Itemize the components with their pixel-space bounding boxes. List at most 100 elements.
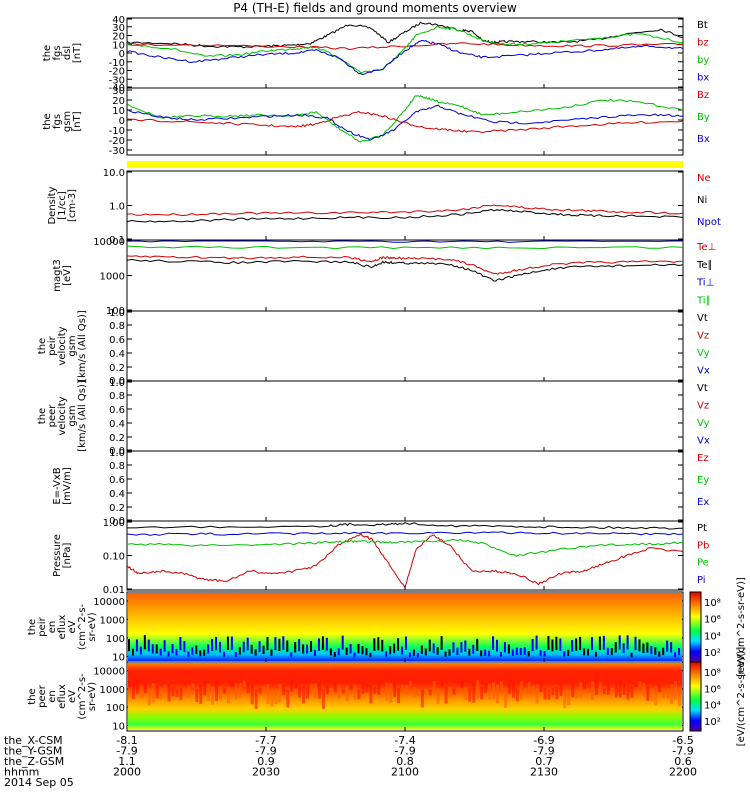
legend-entry: Vt <box>697 383 708 394</box>
spectrogram-noise <box>646 686 650 702</box>
spectrogram-noise <box>337 684 341 699</box>
spectrogram-noise <box>420 689 424 708</box>
panel-frame <box>126 239 684 312</box>
spectrogram-noise <box>147 639 150 652</box>
time-axis-value: -6.5 <box>672 734 693 747</box>
legend-entry: Pi <box>697 575 706 586</box>
spectrogram-noise <box>345 685 349 702</box>
time-axis-value: -7.9 <box>116 745 137 758</box>
spectrogram-noise <box>527 682 531 690</box>
legend-entry: Bz <box>697 90 709 101</box>
time-axis-value: -7.9 <box>255 745 276 758</box>
spectrogram-noise <box>551 687 555 696</box>
spectrogram-noise <box>456 647 459 656</box>
spectrogram-noise <box>195 645 198 655</box>
y-tick-label: 0.4 <box>109 419 125 430</box>
spectrogram-noise <box>365 648 368 656</box>
spectrogram-noise <box>274 636 277 651</box>
spectrogram-noise <box>626 635 629 650</box>
spectrogram-noise <box>555 687 559 700</box>
spectrogram-noise <box>317 638 320 651</box>
spectrogram-noise <box>242 641 245 653</box>
legend-entry: Ni <box>697 195 707 206</box>
legend-entry: Te⊥ <box>696 242 716 253</box>
spectrogram-noise <box>302 644 305 654</box>
legend-entry: Vx <box>697 436 710 447</box>
spectrogram-noise <box>543 688 547 700</box>
spectrogram-noise <box>408 652 411 658</box>
spectrogram-noise <box>606 647 609 656</box>
spectrogram-noise <box>412 649 415 656</box>
time-axis-value: 2200 <box>669 766 697 779</box>
time-axis-value: 0.8 <box>396 755 414 768</box>
spectrogram-noise <box>207 683 211 702</box>
spectrogram-noise <box>389 646 392 655</box>
spectrogram-noise <box>333 652 336 657</box>
spectrogram-noise <box>175 648 178 656</box>
spectrogram-noise <box>357 643 360 654</box>
colorbar <box>689 661 702 732</box>
spectrogram-noise <box>602 688 606 694</box>
y-tick-label: 0.0 <box>109 516 125 527</box>
spectrogram-noise <box>381 639 384 652</box>
spectrogram-noise <box>531 639 534 652</box>
spectrogram-noise <box>128 681 131 688</box>
series-line-Ni <box>126 208 684 223</box>
y-axis-label-line: [km/s (All Qs)] <box>77 310 88 382</box>
spectrogram-noise <box>464 686 468 700</box>
spectrogram-noise <box>250 644 253 654</box>
spectrogram-noise <box>436 689 440 704</box>
spectrogram-noise <box>626 686 630 700</box>
y-axis-label-line: peir <box>37 616 48 636</box>
series-line-Bx <box>126 104 684 142</box>
spectrogram-noise <box>222 688 226 694</box>
spectrogram-noise <box>230 681 234 687</box>
y-axis-label: thepeerenefluxeV(cm^2-s-sr-eV) <box>27 673 98 720</box>
spectrogram-noise <box>424 648 427 656</box>
spectrogram-noise <box>658 651 661 657</box>
spectrogram-noise <box>171 687 175 697</box>
panel-frame <box>126 380 684 452</box>
spectrogram-noise <box>128 639 130 652</box>
spectrogram-noise <box>151 644 154 654</box>
y-tick-label: 1.0 <box>109 308 125 319</box>
legend-entry: Ti⊥ <box>696 278 714 289</box>
y-axis-label: thepeervelocitygsm[km/s (All Qs)] <box>37 380 88 452</box>
spectrogram-noise <box>215 637 218 651</box>
spectrogram-noise <box>539 650 542 657</box>
spectrogram-noise <box>191 683 195 688</box>
y-tick-label: 30 <box>112 86 125 97</box>
spectrogram-noise <box>377 681 381 696</box>
spectrogram-noise <box>594 680 598 696</box>
spectrogram-noise <box>290 680 294 692</box>
spectrogram-noise <box>472 683 476 703</box>
spectrogram-noise <box>187 651 190 657</box>
y-axis-label-line: the <box>42 45 53 61</box>
y-tick-label: 1.0 <box>109 448 125 459</box>
y-tick-label: 0.01 <box>103 585 125 596</box>
y-axis-label-line: sr-eV) <box>87 612 98 641</box>
spectrogram-noise <box>507 684 511 694</box>
spectrogram-noise <box>638 639 641 652</box>
spectrogram-noise <box>484 649 487 656</box>
time-axis-value: -7.9 <box>672 745 693 758</box>
y-axis-label-line: (cm^2-s- <box>77 673 88 720</box>
spectrogram-noise <box>405 636 407 650</box>
legend-entry: Te∥ <box>696 260 713 271</box>
spectrogram-noise <box>499 681 503 690</box>
spectrogram-noise <box>543 651 546 657</box>
spectrogram-noise <box>298 686 302 698</box>
spectrogram-noise <box>321 636 324 650</box>
spectrogram-noise <box>333 681 337 693</box>
spectrogram-noise <box>618 680 622 698</box>
spectrogram-noise <box>567 689 571 706</box>
spectrogram-noise <box>266 636 269 651</box>
spectrogram-noise <box>460 642 463 653</box>
y-tick-label: 1000 <box>100 615 125 626</box>
spectrogram-noise <box>662 647 665 656</box>
spectrogram-noise <box>171 644 174 654</box>
spectrogram-noise <box>460 680 464 688</box>
y-tick-label: 10000 <box>93 237 125 248</box>
time-axis-row-label: the_Z-GSM <box>4 755 64 768</box>
